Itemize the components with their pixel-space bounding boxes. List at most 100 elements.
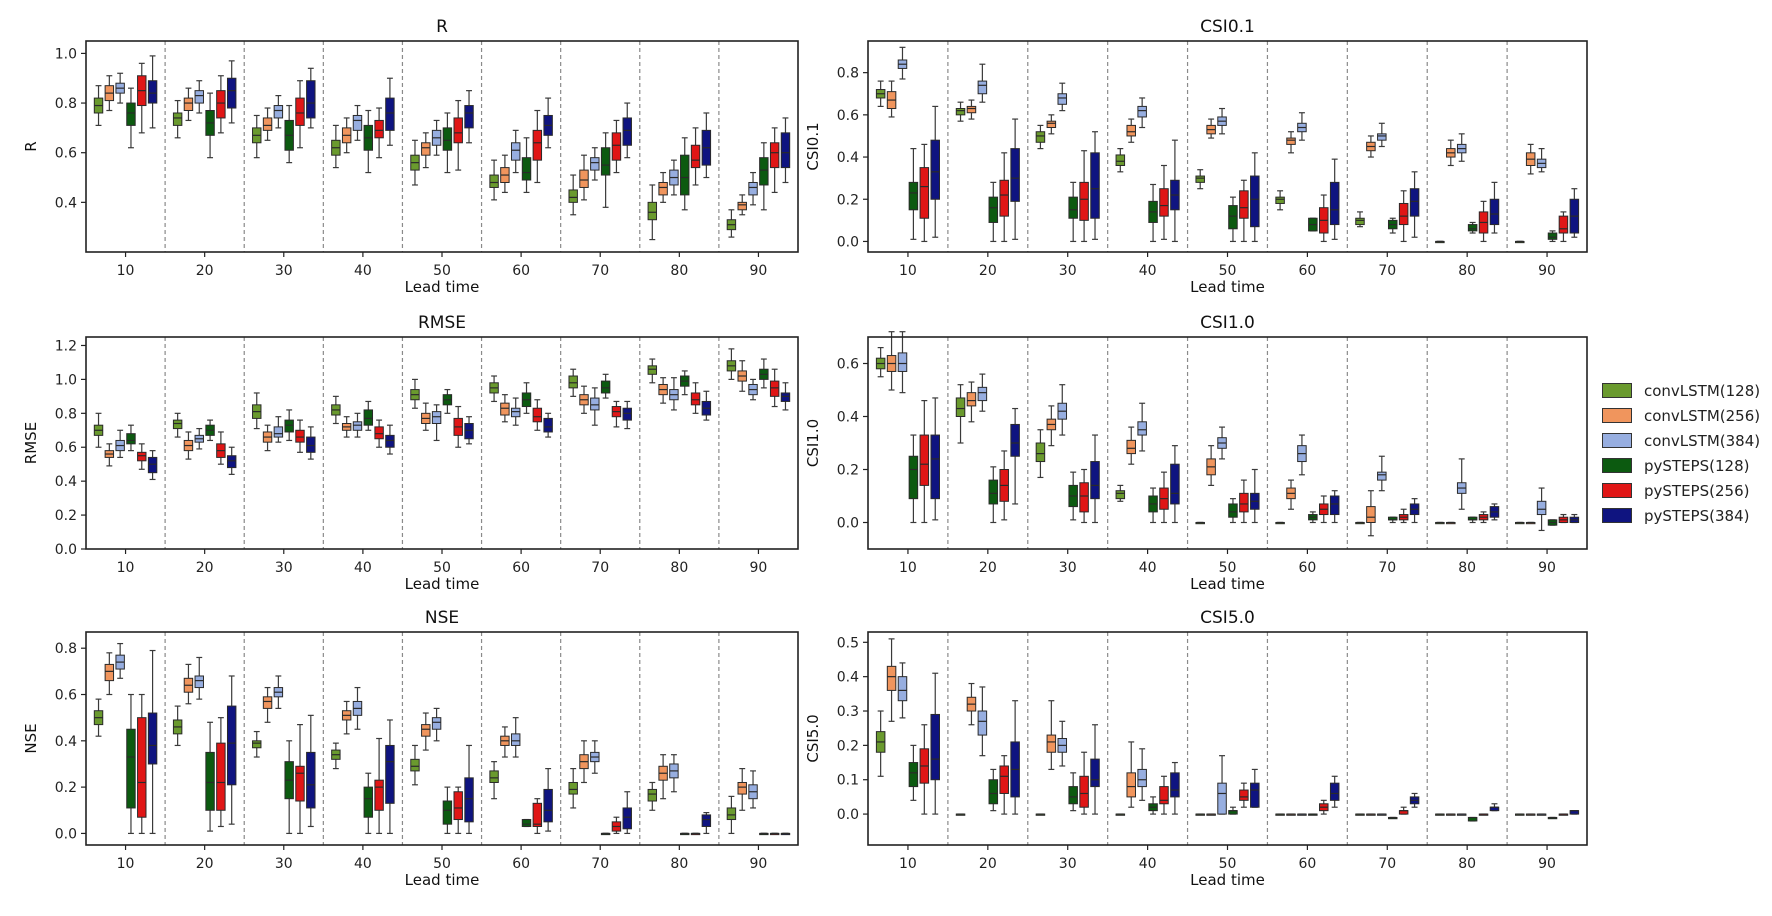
box-body [262, 117, 273, 131]
chart-title: CSI5.0 [1200, 608, 1255, 628]
box-body [510, 733, 521, 746]
legend-label: convLSTM(256) [1644, 406, 1761, 425]
box-pySTEPS(384) [147, 450, 158, 481]
box-body [464, 105, 474, 129]
x-tick-label: 10 [899, 856, 917, 872]
box-convLSTM(128) [410, 378, 420, 409]
box-pySTEPS(384) [464, 744, 474, 835]
box-pySTEPS(256) [453, 786, 463, 835]
box-body [1329, 782, 1340, 801]
box-convLSTM(384) [1456, 813, 1467, 816]
box-body [1079, 181, 1089, 221]
box-body [1137, 421, 1147, 436]
x-tick-label: 20 [979, 560, 997, 576]
box-pySTEPS(128) [1387, 217, 1398, 234]
box-body [1489, 198, 1500, 226]
x-tick-label: 90 [750, 856, 768, 872]
box-pySTEPS(256) [919, 400, 930, 524]
box-body [690, 144, 701, 169]
box-pySTEPS(128) [759, 832, 769, 836]
box-body [1090, 758, 1100, 788]
box-convLSTM(128) [172, 99, 183, 139]
box-body [194, 675, 204, 689]
x-tick-label: 80 [670, 263, 688, 279]
box-body [647, 788, 658, 802]
axes-frame [867, 631, 1588, 846]
box-pySTEPS(384) [1409, 498, 1420, 524]
box-pySTEPS(256) [690, 127, 701, 186]
box-body [363, 409, 374, 426]
box-convLSTM(256) [104, 443, 115, 467]
y-tick-label: 0.2 [837, 192, 859, 208]
box-convLSTM(128) [410, 139, 420, 186]
box-convLSTM(256) [1046, 114, 1057, 135]
box-body [1115, 490, 1126, 500]
box-body [1377, 471, 1387, 481]
box-body [194, 90, 204, 104]
box-convLSTM(128) [875, 710, 886, 777]
box-convLSTM(384) [1137, 97, 1147, 129]
x-tick-label: 80 [1458, 856, 1476, 872]
box-pySTEPS(128) [600, 373, 611, 399]
box-body [453, 791, 463, 821]
box-body [726, 807, 737, 821]
y-tick-label: 0.2 [55, 780, 77, 796]
y-axis-label: NSE [22, 723, 40, 753]
box-convLSTM(256) [886, 638, 897, 722]
box-body [126, 433, 136, 445]
box-convLSTM(256) [658, 171, 668, 203]
box-convLSTM(128) [1515, 813, 1525, 816]
x-tick-label: 80 [1458, 560, 1476, 576]
x-tick-label: 60 [1298, 856, 1316, 872]
x-tick-label: 20 [196, 263, 214, 279]
box-pySTEPS(128) [1068, 772, 1078, 812]
box-pySTEPS(256) [1558, 813, 1569, 816]
box-body [295, 429, 305, 443]
box-pySTEPS(256) [374, 419, 384, 448]
legend-item-convlstm-256: convLSTM(256) [1602, 403, 1770, 428]
box-body [1035, 442, 1046, 463]
box-pySTEPS(256) [1319, 194, 1329, 243]
box-pySTEPS(128) [1547, 816, 1558, 820]
box-pySTEPS(256) [999, 450, 1009, 521]
box-pySTEPS(256) [1478, 813, 1489, 816]
box-convLSTM(128) [1195, 169, 1205, 190]
box-convLSTM(256) [886, 331, 897, 391]
x-axis-label: Lead time [1190, 575, 1265, 593]
legend-item-convlstm-384: convLSTM(384) [1602, 428, 1770, 453]
box-pySTEPS(384) [147, 649, 158, 835]
box-body [500, 402, 510, 416]
box-convLSTM(128) [568, 767, 578, 809]
box-convLSTM(256) [421, 132, 431, 169]
box-convLSTM(384) [431, 119, 442, 156]
x-tick-label: 50 [1219, 856, 1237, 872]
box-pySTEPS(256) [137, 693, 147, 835]
box-convLSTM(384) [194, 656, 204, 700]
box-pySTEPS(256) [769, 832, 780, 836]
axes-frame [85, 631, 799, 846]
box-body [647, 201, 658, 221]
box-convLSTM(384) [748, 378, 758, 401]
box-convLSTM(384) [273, 416, 284, 443]
legend-item-pysteps-384: pySTEPS(384) [1602, 503, 1770, 528]
y-tick-label: 0.6 [55, 688, 77, 704]
box-body [521, 819, 532, 827]
y-tick-label: 0.0 [837, 516, 859, 532]
box-convLSTM(128) [1115, 813, 1126, 816]
box-body [1159, 786, 1169, 805]
box-body [759, 157, 769, 186]
y-tick-label: 0.0 [55, 542, 77, 558]
box-convLSTM(128) [410, 744, 420, 786]
box-convLSTM(256) [966, 99, 977, 120]
box-convLSTM(384) [115, 429, 125, 459]
box-convLSTM(128) [93, 698, 104, 737]
box-body [1286, 137, 1296, 145]
box-body [1217, 782, 1227, 815]
box-convLSTM(256) [500, 394, 510, 423]
box-pySTEPS(256) [1079, 150, 1089, 243]
box-convLSTM(384) [431, 404, 442, 442]
box-body [510, 142, 521, 161]
box-convLSTM(384) [510, 717, 521, 758]
box-pySTEPS(256) [1159, 775, 1169, 815]
box-body [1329, 495, 1340, 516]
